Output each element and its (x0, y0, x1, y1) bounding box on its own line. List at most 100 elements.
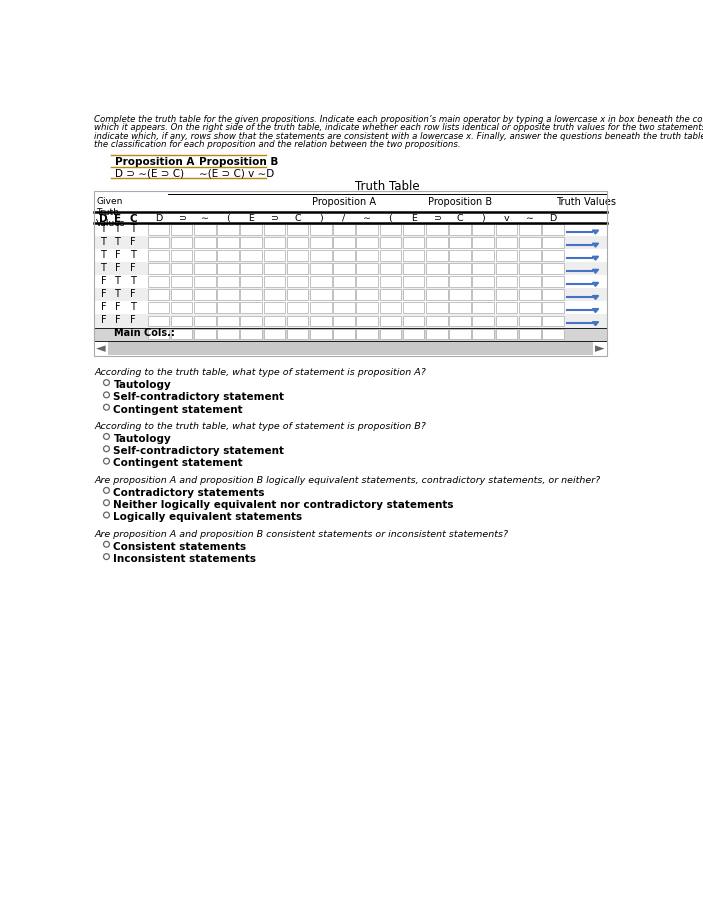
FancyBboxPatch shape (519, 224, 541, 235)
FancyBboxPatch shape (217, 250, 239, 261)
FancyBboxPatch shape (194, 316, 216, 327)
Bar (94, 327, 607, 341)
FancyBboxPatch shape (148, 289, 169, 300)
FancyBboxPatch shape (148, 237, 169, 248)
FancyBboxPatch shape (310, 263, 332, 274)
Text: ►: ► (595, 342, 605, 355)
FancyBboxPatch shape (496, 289, 517, 300)
FancyBboxPatch shape (333, 224, 355, 235)
Text: /: / (342, 213, 346, 222)
Polygon shape (593, 308, 598, 313)
FancyBboxPatch shape (496, 277, 517, 288)
Text: D: D (99, 213, 108, 223)
Text: T: T (115, 237, 120, 247)
Text: ∼: ∼ (363, 213, 371, 222)
FancyBboxPatch shape (403, 316, 425, 327)
FancyBboxPatch shape (264, 328, 285, 339)
FancyBboxPatch shape (217, 237, 239, 248)
FancyBboxPatch shape (310, 250, 332, 261)
FancyBboxPatch shape (264, 237, 285, 248)
Text: ⊃: ⊃ (178, 213, 186, 222)
FancyBboxPatch shape (264, 289, 285, 300)
Text: According to the truth table, what type of statement is proposition A?: According to the truth table, what type … (94, 368, 426, 377)
FancyBboxPatch shape (380, 263, 401, 274)
FancyBboxPatch shape (194, 289, 216, 300)
FancyBboxPatch shape (148, 277, 169, 288)
Text: Given
Truth
Values: Given Truth Values (96, 197, 126, 228)
FancyBboxPatch shape (449, 237, 471, 248)
FancyBboxPatch shape (356, 303, 378, 313)
FancyBboxPatch shape (333, 316, 355, 327)
Text: T: T (130, 223, 136, 234)
FancyBboxPatch shape (542, 289, 564, 300)
FancyBboxPatch shape (148, 263, 169, 274)
FancyBboxPatch shape (449, 263, 471, 274)
FancyBboxPatch shape (264, 263, 285, 274)
FancyBboxPatch shape (449, 289, 471, 300)
Text: According to the truth table, what type of statement is proposition B?: According to the truth table, what type … (94, 423, 426, 431)
FancyBboxPatch shape (333, 237, 355, 248)
FancyBboxPatch shape (194, 328, 216, 339)
FancyBboxPatch shape (356, 224, 378, 235)
Text: Tautology: Tautology (113, 380, 172, 390)
Text: ∼: ∼ (526, 213, 534, 222)
Text: F: F (101, 276, 106, 286)
FancyBboxPatch shape (148, 303, 169, 313)
FancyBboxPatch shape (194, 237, 216, 248)
Text: Proposition B: Proposition B (428, 197, 492, 207)
FancyBboxPatch shape (519, 263, 541, 274)
Bar (94, 288, 607, 301)
FancyBboxPatch shape (472, 263, 494, 274)
Text: C: C (129, 213, 136, 223)
FancyBboxPatch shape (426, 277, 448, 288)
FancyBboxPatch shape (194, 277, 216, 288)
FancyBboxPatch shape (310, 328, 332, 339)
FancyBboxPatch shape (171, 316, 193, 327)
Polygon shape (593, 243, 598, 247)
FancyBboxPatch shape (148, 250, 169, 261)
FancyBboxPatch shape (217, 289, 239, 300)
Text: Self-contradictory statement: Self-contradictory statement (113, 446, 285, 456)
FancyBboxPatch shape (217, 224, 239, 235)
FancyBboxPatch shape (240, 237, 262, 248)
FancyBboxPatch shape (310, 316, 332, 327)
FancyBboxPatch shape (240, 303, 262, 313)
Text: v: v (503, 213, 509, 222)
Bar (94, 262, 607, 275)
FancyBboxPatch shape (264, 303, 285, 313)
Text: which it appears. On the right side of the truth table, indicate whether each ro: which it appears. On the right side of t… (94, 123, 703, 132)
Text: F: F (101, 302, 106, 312)
FancyBboxPatch shape (542, 237, 564, 248)
FancyBboxPatch shape (171, 303, 193, 313)
FancyBboxPatch shape (449, 328, 471, 339)
FancyBboxPatch shape (426, 250, 448, 261)
FancyBboxPatch shape (403, 237, 425, 248)
Text: Proposition B: Proposition B (199, 157, 278, 167)
FancyBboxPatch shape (171, 250, 193, 261)
FancyBboxPatch shape (310, 237, 332, 248)
Text: Truth Table: Truth Table (355, 180, 420, 193)
FancyBboxPatch shape (380, 303, 401, 313)
Text: T: T (101, 249, 106, 259)
FancyBboxPatch shape (240, 289, 262, 300)
FancyBboxPatch shape (449, 303, 471, 313)
FancyBboxPatch shape (449, 277, 471, 288)
FancyBboxPatch shape (310, 289, 332, 300)
Text: E: E (248, 213, 254, 222)
Text: Proposition A: Proposition A (115, 157, 194, 167)
Bar (94, 191, 607, 356)
FancyBboxPatch shape (333, 263, 355, 274)
FancyBboxPatch shape (426, 328, 448, 339)
FancyBboxPatch shape (171, 328, 193, 339)
FancyBboxPatch shape (171, 289, 193, 300)
FancyBboxPatch shape (333, 328, 355, 339)
Polygon shape (593, 322, 598, 326)
FancyBboxPatch shape (356, 263, 378, 274)
FancyBboxPatch shape (194, 263, 216, 274)
FancyBboxPatch shape (287, 224, 309, 235)
FancyBboxPatch shape (496, 263, 517, 274)
FancyBboxPatch shape (496, 237, 517, 248)
Text: ⊃: ⊃ (433, 213, 441, 222)
Text: Main Cols.:: Main Cols.: (114, 328, 175, 338)
FancyBboxPatch shape (217, 328, 239, 339)
